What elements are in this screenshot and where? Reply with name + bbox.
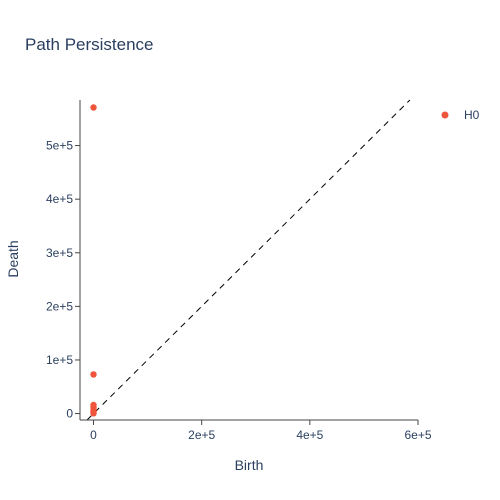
y-axis-title: Death <box>5 240 21 277</box>
y-tick-label: 2e+5 <box>46 299 73 313</box>
data-point-h0[interactable] <box>90 371 97 378</box>
x-tick-label: 0 <box>90 428 97 442</box>
y-tick-label: 3e+5 <box>46 246 73 260</box>
x-axis-title: Birth <box>235 457 264 473</box>
legend-marker-h0 <box>441 111 449 119</box>
y-tick-label: 5e+5 <box>46 139 73 153</box>
y-tick-label: 0 <box>66 407 73 421</box>
y-tick-label: 1e+5 <box>46 353 73 367</box>
legend[interactable]: H0 <box>441 108 480 122</box>
data-point-h0[interactable] <box>90 410 97 417</box>
chart-title: Path Persistence <box>25 35 154 54</box>
y-tick-label: 4e+5 <box>46 192 73 206</box>
x-tick-label: 2e+5 <box>188 428 215 442</box>
legend-label-h0: H0 <box>464 108 480 122</box>
plot-area: 0 2e+5 4e+5 6e+5 0 1e+5 2e+5 3e+5 4e+5 5e+5 <box>46 99 432 442</box>
x-tick-label: 6e+5 <box>404 428 431 442</box>
data-point-h0[interactable] <box>90 104 97 111</box>
x-tick-label: 4e+5 <box>296 428 323 442</box>
diagonal-reference-line <box>86 99 411 421</box>
